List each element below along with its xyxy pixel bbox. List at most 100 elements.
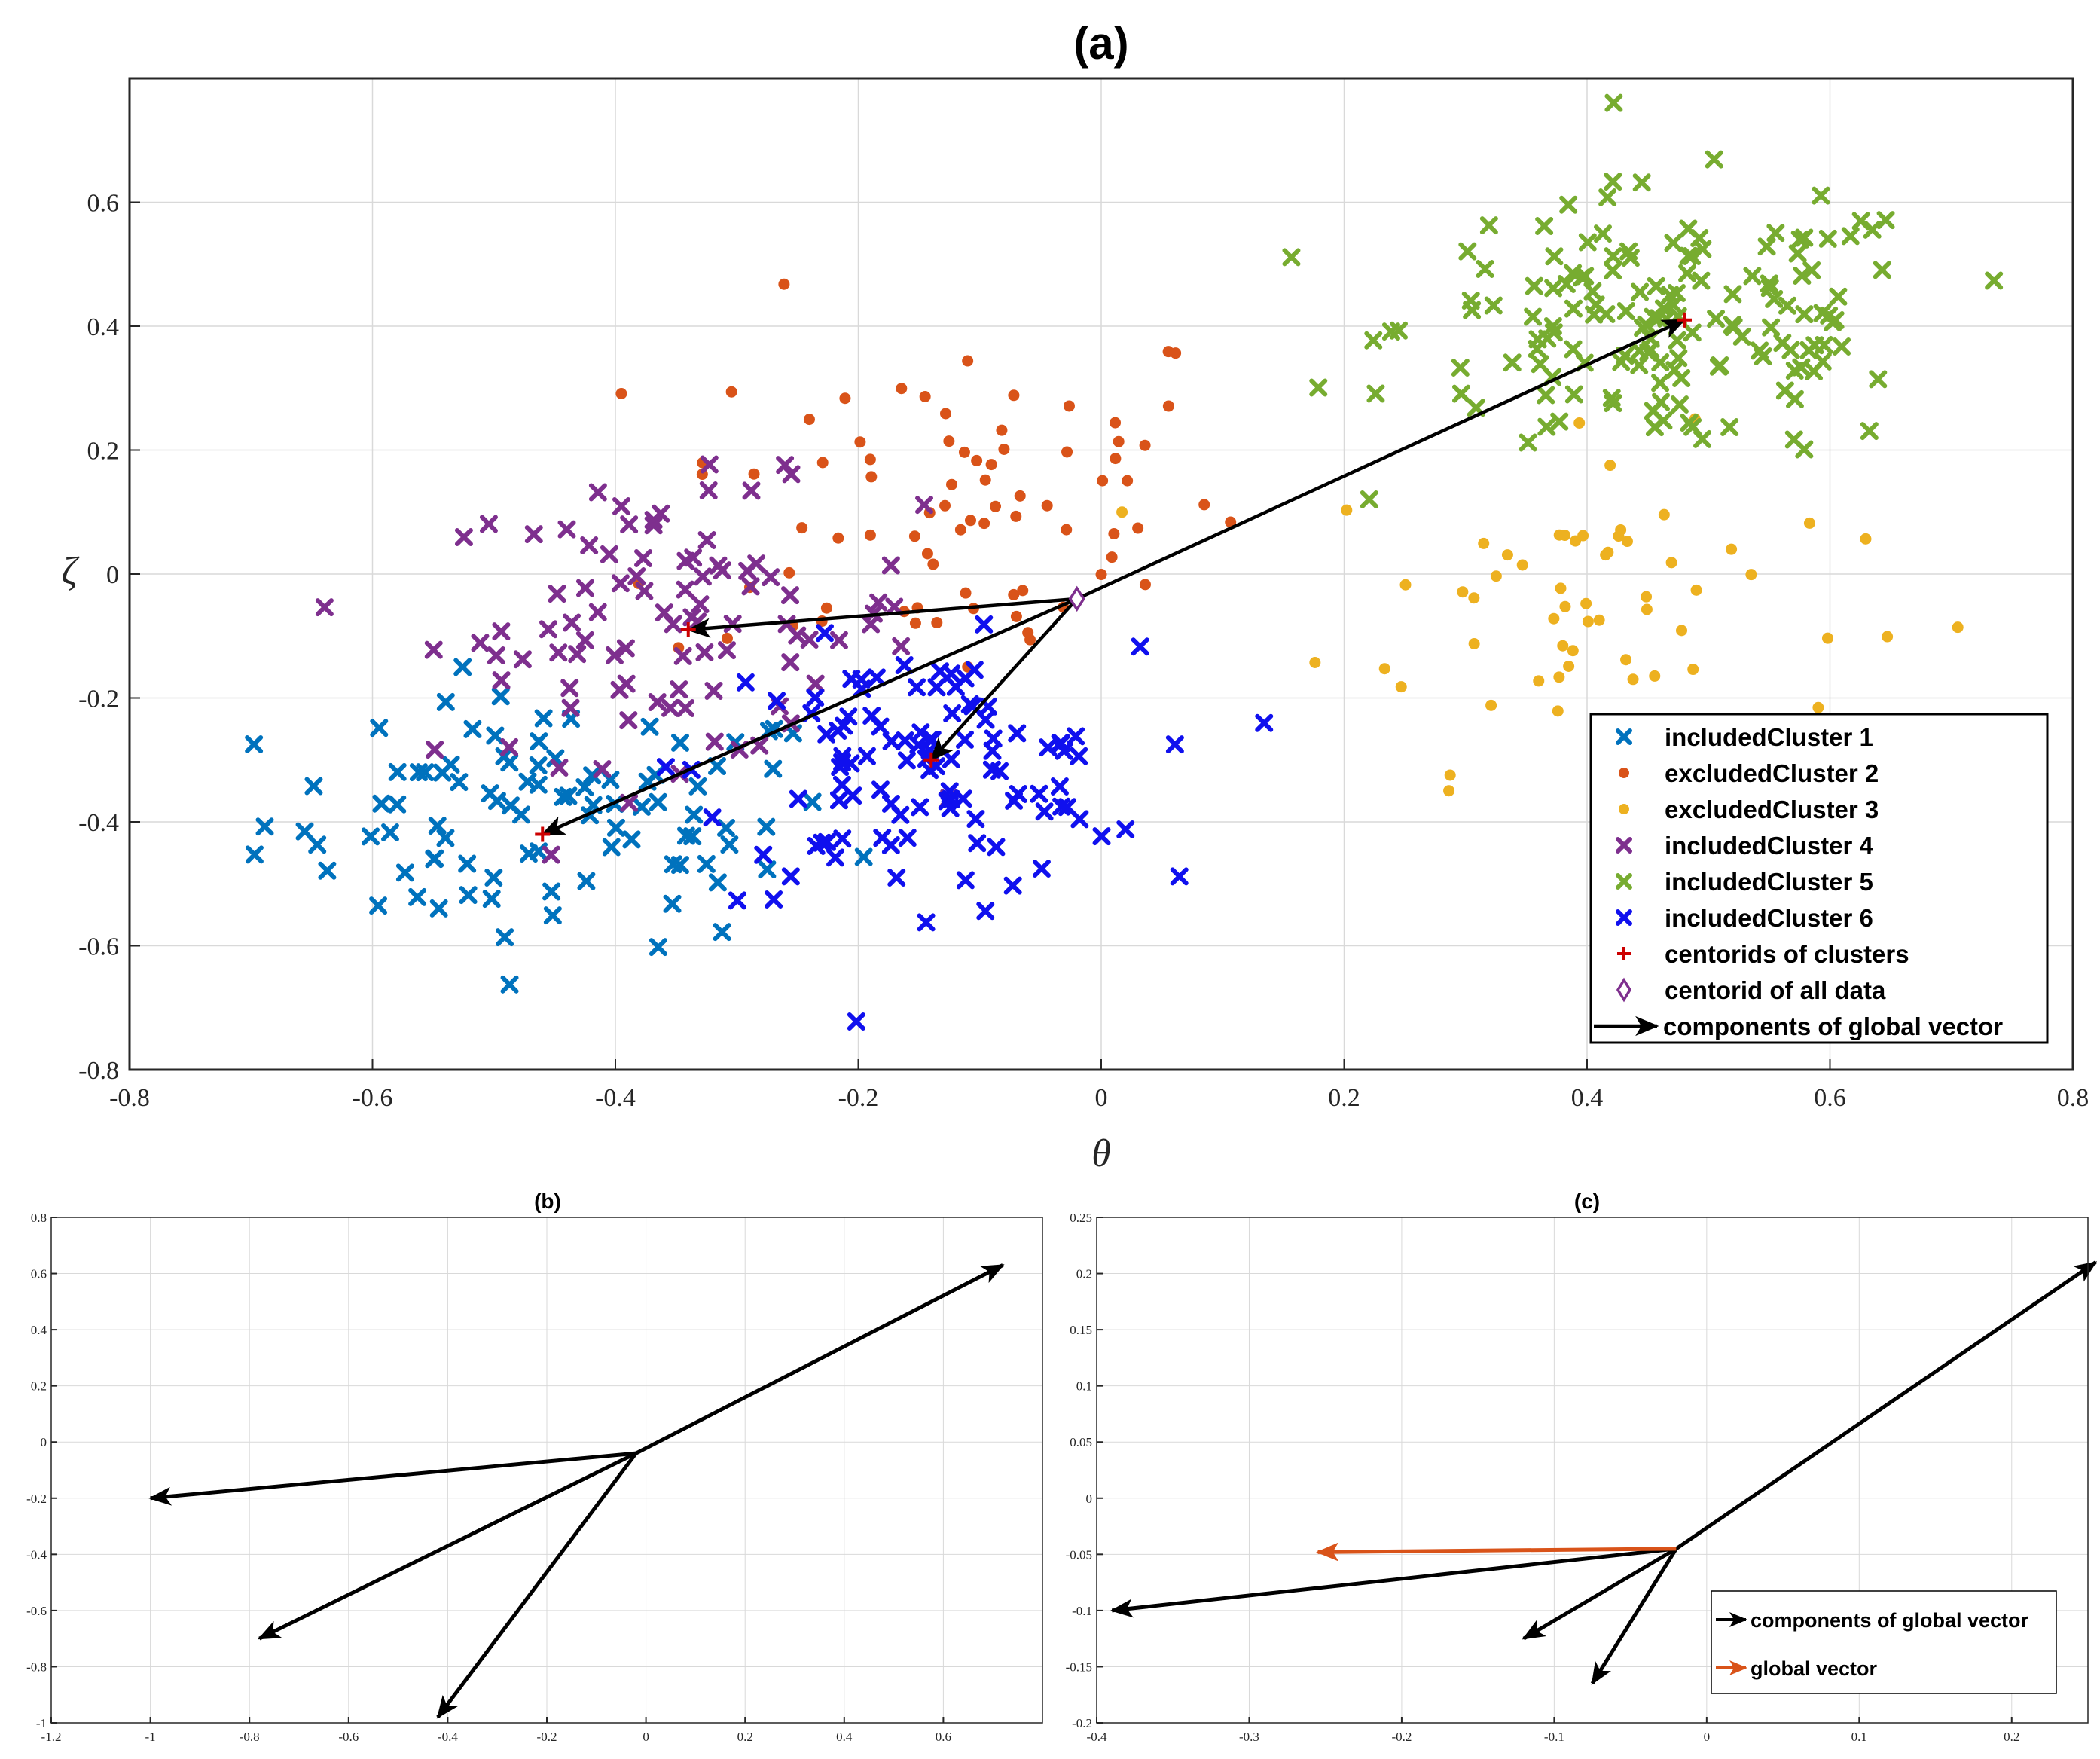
- cluster-point-dot: [1860, 533, 1872, 545]
- cluster-point-x: [648, 693, 667, 712]
- cluster-point-dot: [1745, 569, 1757, 581]
- cluster-point-x: [1538, 329, 1557, 348]
- cluster-point-x: [315, 598, 334, 617]
- cluster-point-x: [1564, 340, 1583, 359]
- b-y-tick-label: -0.4: [26, 1547, 47, 1562]
- cluster-point-x: [471, 634, 490, 652]
- cluster-point-x: [388, 762, 407, 781]
- cluster-point-dot: [1162, 346, 1174, 358]
- cluster-point-x: [976, 710, 995, 729]
- cluster-point-dot: [1122, 475, 1134, 487]
- cluster-point-x: [652, 504, 670, 523]
- cluster-point-dot: [939, 499, 951, 512]
- legend-swatch-x: [1616, 837, 1632, 854]
- cluster-point-dot: [946, 478, 958, 490]
- panel-a-legend-items: includedCluster 1 excludedCluster 2 exclud…: [1594, 723, 2003, 1040]
- cluster-point-x: [800, 631, 819, 649]
- cluster-point-dot: [725, 386, 737, 398]
- cluster-point-x: [1790, 230, 1809, 249]
- cluster-point-x: [1451, 358, 1470, 377]
- cluster-point-dot: [1882, 631, 1894, 643]
- cluster-point-x: [1604, 261, 1622, 280]
- cluster-point-dot: [1726, 543, 1738, 555]
- cluster-point-x: [1364, 331, 1383, 350]
- cluster-point-dot: [1022, 627, 1034, 639]
- cluster-point-x: [854, 847, 873, 866]
- cluster-point-x: [530, 732, 548, 751]
- cluster-point-x: [703, 808, 722, 827]
- cluster-point-x: [688, 777, 707, 796]
- cluster-point-dot: [1017, 585, 1029, 597]
- legend-entry-label: excludedCluster 2: [1665, 759, 1879, 787]
- cluster-point-x: [1841, 227, 1860, 246]
- cluster-point-dot: [979, 474, 991, 486]
- cluster-point-dot: [1063, 400, 1075, 412]
- c-x-tick-label: 0: [1704, 1730, 1711, 1744]
- cluster-point-x: [495, 747, 514, 766]
- cluster-point-x: [741, 577, 760, 596]
- cluster-point-x: [1092, 827, 1111, 846]
- cluster-point-x: [424, 640, 443, 659]
- cluster-point-dot: [1014, 490, 1026, 502]
- cluster-point-x: [500, 737, 519, 756]
- cluster-point-x: [1039, 738, 1058, 757]
- cluster-point-dot: [931, 617, 943, 629]
- a-x-tick-label: -0.8: [109, 1084, 150, 1112]
- cluster-point-dot: [1010, 510, 1022, 522]
- cluster-point-x: [782, 465, 801, 484]
- cluster-point-x: [1829, 287, 1848, 306]
- cluster-point-x: [482, 890, 501, 909]
- cluster-point-x: [807, 837, 826, 856]
- cluster-point-x: [1524, 307, 1543, 326]
- panel-b-title: (b): [534, 1189, 561, 1213]
- cluster-point-dot: [1593, 614, 1605, 626]
- cluster-point-dot: [1110, 417, 1122, 429]
- cluster-point-x: [616, 639, 635, 658]
- cluster-point-dot: [1443, 785, 1455, 797]
- cluster-point-x: [1008, 724, 1027, 743]
- cluster-point-x: [496, 928, 514, 947]
- cluster-point-dot: [1641, 591, 1653, 603]
- cluster-point-x: [817, 725, 836, 744]
- cluster-point-x: [1503, 353, 1522, 372]
- cluster-point-dot: [943, 435, 955, 447]
- cluster-point-x: [1070, 747, 1088, 765]
- cluster-point-x: [1631, 282, 1650, 301]
- b-x-tick-label: -1.2: [41, 1730, 62, 1744]
- global-vector-component-arrow: [540, 597, 1078, 836]
- cluster-point-x: [588, 603, 607, 621]
- cluster-point-x: [1564, 299, 1583, 318]
- cluster-point-x: [428, 817, 447, 835]
- cluster-point-dot: [1378, 663, 1390, 675]
- panel-b-vector-arrow: [635, 1263, 1005, 1455]
- cluster-point-x: [1680, 414, 1699, 432]
- cluster-point-x: [705, 732, 724, 751]
- a-x-tick-label: 0.2: [1328, 1084, 1360, 1112]
- legend-entry-label: includedCluster 6: [1665, 904, 1873, 932]
- cluster-point-x: [942, 750, 960, 768]
- cluster-point-dot: [1582, 615, 1594, 628]
- cluster-point-x: [529, 756, 548, 775]
- panel-c-legend-box: [1711, 1590, 2057, 1694]
- cluster-point-x: [492, 622, 511, 641]
- cluster-point-dot: [1516, 559, 1528, 571]
- cluster-point-dot: [1113, 435, 1125, 447]
- cluster-point-x: [789, 789, 807, 808]
- cluster-point-x: [887, 869, 906, 887]
- c-y-tick-label: -0.05: [1066, 1547, 1092, 1562]
- cluster-point-x: [1760, 274, 1778, 293]
- global-vector-component-arrow: [929, 597, 1079, 762]
- cluster-point-x: [619, 711, 638, 730]
- cluster-point-x: [492, 671, 511, 690]
- cluster-point-x: [557, 520, 576, 539]
- cluster-point-x: [463, 719, 482, 738]
- panel-c-legend: components of global vector global vecto…: [1711, 1590, 2057, 1694]
- cluster-point-x: [1762, 318, 1781, 337]
- cluster-point-x: [1833, 337, 1851, 356]
- cluster-point-x: [975, 615, 994, 634]
- cluster-point-dot: [954, 524, 966, 536]
- legend-swatch-dot: [1619, 768, 1629, 778]
- cluster-point-x: [1644, 402, 1662, 420]
- cluster-point-x: [758, 860, 777, 879]
- cluster-point-x: [1165, 735, 1184, 754]
